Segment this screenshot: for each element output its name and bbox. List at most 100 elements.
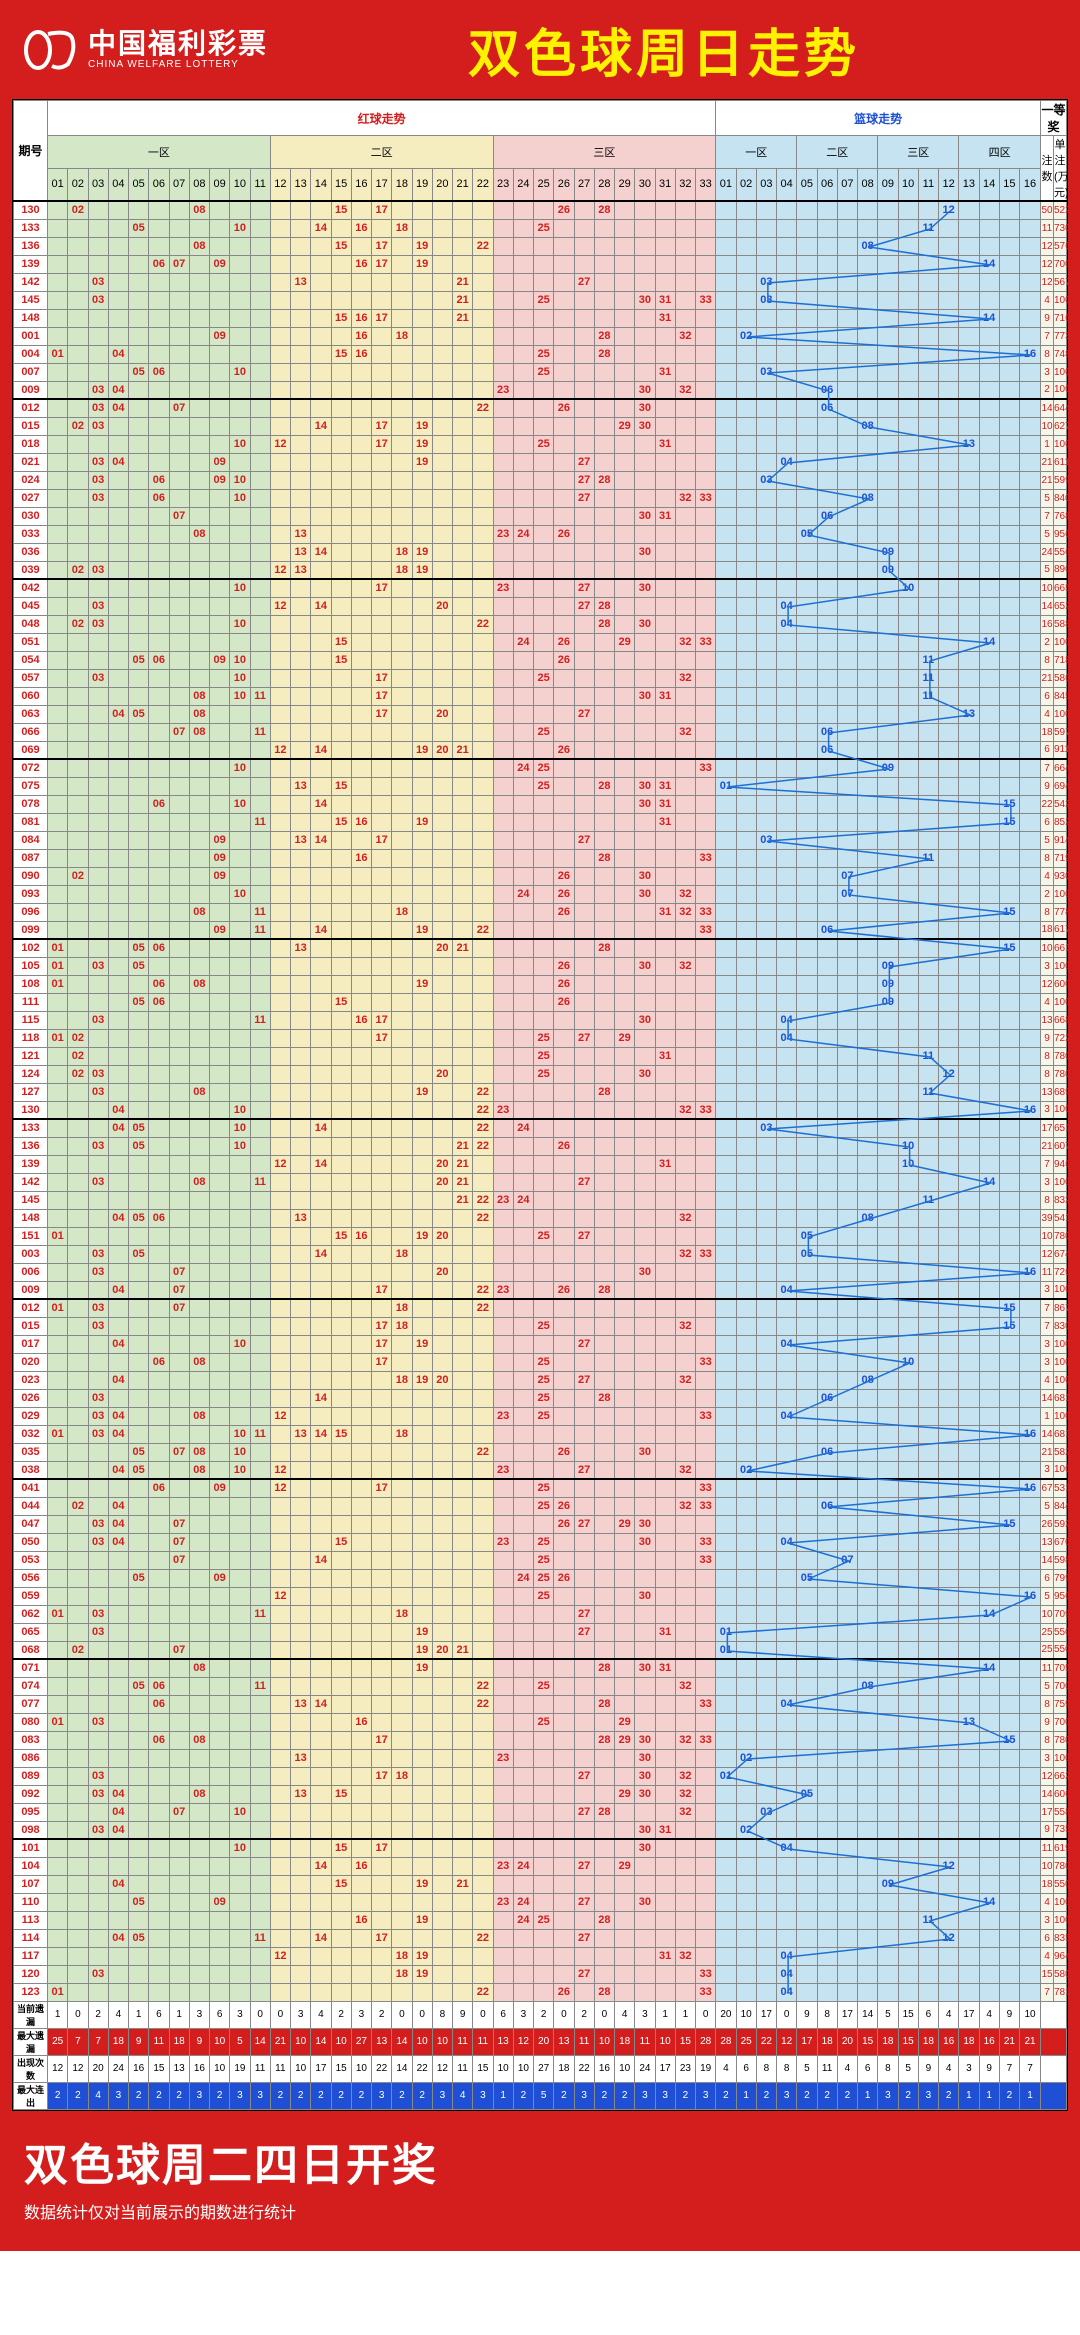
red-cell (594, 651, 614, 669)
red-cell (432, 363, 452, 381)
blue-cell (898, 1677, 918, 1695)
blue-cell (777, 1173, 797, 1191)
prize-amt: 914 (1054, 831, 1067, 849)
blue-cell (898, 1749, 918, 1767)
red-cell (270, 1371, 290, 1389)
blue-cell (939, 1731, 959, 1749)
red-cell (88, 219, 108, 237)
red-cell (513, 651, 533, 669)
blue-cell (777, 759, 797, 777)
red-cell (534, 1605, 554, 1623)
red-cell (412, 219, 432, 237)
red-cell (675, 255, 695, 273)
red-cell (696, 1029, 716, 1047)
red-cell (291, 615, 311, 633)
blue-cell (898, 291, 918, 309)
logo-cn: 中国福利彩票 (88, 29, 268, 60)
red-cell (513, 597, 533, 615)
red-cell: 25 (534, 759, 554, 777)
red-cell (392, 1173, 412, 1191)
red-cell (655, 1839, 675, 1857)
red-cell (230, 1587, 250, 1605)
blue-cell (858, 795, 878, 813)
red-cell (88, 579, 108, 597)
blue-cell (898, 471, 918, 489)
red-cell (189, 597, 209, 615)
prize-count: 18 (1041, 921, 1054, 939)
red-cell (392, 1353, 412, 1371)
blue-cell (979, 1623, 999, 1641)
red-cell (594, 453, 614, 471)
blue-cell (837, 687, 857, 705)
red-cell (513, 1533, 533, 1551)
blue-cell (878, 1605, 898, 1623)
red-cell (230, 1209, 250, 1227)
blue-cell (837, 381, 857, 399)
blue-cell: 05 (797, 525, 817, 543)
blue-cell (817, 1317, 837, 1335)
red-cell (453, 219, 473, 237)
blue-cell (898, 723, 918, 741)
blue-cell (959, 777, 979, 795)
blue-cell (898, 1209, 918, 1227)
blue-cell (1020, 1029, 1041, 1047)
red-cell (88, 633, 108, 651)
red-cell (250, 1767, 270, 1785)
red-cell (351, 1569, 371, 1587)
red-cell (372, 813, 392, 831)
blue-cell (837, 1677, 857, 1695)
blue-cell (797, 1731, 817, 1749)
prize-amt: 531 (1054, 1479, 1067, 1497)
red-cell (68, 1101, 88, 1119)
blue-cell (878, 471, 898, 489)
red-cell (331, 1749, 351, 1767)
blue-cell (999, 1605, 1019, 1623)
red-cell (331, 1191, 351, 1209)
red-cell (554, 363, 574, 381)
red-cell (129, 1101, 149, 1119)
prize-amt: 1000 (1054, 1173, 1067, 1191)
red-cell (675, 1011, 695, 1029)
blue-cell: 06 (817, 741, 837, 759)
red-cell (534, 1299, 554, 1317)
issue-cell: 080 (14, 1713, 48, 1731)
red-cell (473, 723, 493, 741)
blue-cell: 03 (756, 1803, 776, 1821)
blue-cell (837, 237, 857, 255)
red-cell (453, 255, 473, 273)
blue-cell (999, 1371, 1019, 1389)
red-cell (291, 849, 311, 867)
blue-cell (777, 1191, 797, 1209)
red-cell (554, 1641, 574, 1659)
red-cell (432, 1731, 452, 1749)
blue-cell (898, 831, 918, 849)
red-cell: 25 (534, 1227, 554, 1245)
red-cell (615, 363, 635, 381)
red-cell (250, 705, 270, 723)
red-cell (453, 543, 473, 561)
red-cell (453, 1407, 473, 1425)
red-cell (210, 1371, 230, 1389)
red-cell: 22 (473, 399, 493, 417)
red-cell (554, 1479, 574, 1497)
red-cell (48, 417, 68, 435)
red-cell (574, 399, 594, 417)
red-cell (655, 1407, 675, 1425)
red-cell: 05 (129, 1677, 149, 1695)
blue-cell (999, 921, 1019, 939)
red-cell (696, 1785, 716, 1803)
blue-cell (918, 975, 938, 993)
data-row: 09803043031029735 (14, 1821, 1067, 1839)
red-cell (392, 525, 412, 543)
red-cell (675, 1227, 695, 1245)
red-cell (291, 1371, 311, 1389)
blue-cell (939, 1695, 959, 1713)
red-cell (453, 561, 473, 579)
red-cell (169, 237, 189, 255)
red-cell: 09 (210, 453, 230, 471)
red-cell (88, 525, 108, 543)
red-cell (48, 777, 68, 795)
red-cell: 17 (372, 831, 392, 849)
blue-cell (898, 777, 918, 795)
blue-cell (999, 1227, 1019, 1245)
